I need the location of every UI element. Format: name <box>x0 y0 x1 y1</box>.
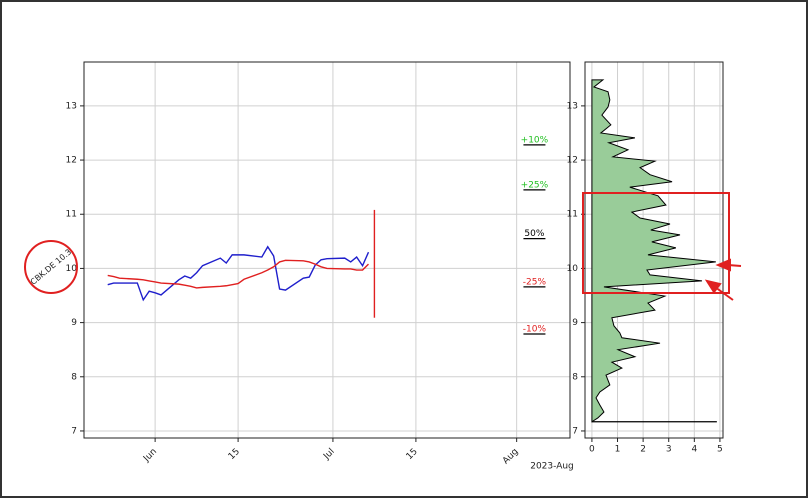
x-offset-label: 2023-Aug <box>530 462 574 472</box>
y-tick-label: 13 <box>567 101 578 111</box>
y-tick-label: 9 <box>71 318 77 328</box>
arrow <box>704 258 742 301</box>
y-tick-label: 10 <box>567 264 579 274</box>
level-label: -10% <box>523 324 547 334</box>
x-tick-label: 2 <box>640 445 646 455</box>
y-tick-label: 7 <box>71 426 77 436</box>
y-tick-label: 12 <box>66 156 77 166</box>
x-tick-label: 4 <box>691 445 697 455</box>
x-tick-label: 3 <box>666 445 672 455</box>
line <box>107 259 369 289</box>
level-label: 50% <box>524 229 544 239</box>
level-label: +25% <box>521 180 549 190</box>
profile-area <box>591 79 716 423</box>
y-tick-label: 8 <box>572 372 578 382</box>
level-label: -25% <box>523 277 547 287</box>
annotation-circle <box>24 240 78 294</box>
y-tick-label: 12 <box>567 156 578 166</box>
x-tick-label: 1 <box>615 445 621 455</box>
y-tick-label: 8 <box>71 372 77 382</box>
y-tick-label: 10 <box>66 264 78 274</box>
y-tick-label: 9 <box>572 318 578 328</box>
level-label: +10% <box>521 135 549 145</box>
y-tick-label: 11 <box>66 210 77 220</box>
line <box>107 245 370 302</box>
y-tick-label: 11 <box>567 210 578 220</box>
plot-frame <box>83 61 571 439</box>
plot-frame <box>584 61 724 439</box>
x-tick-label: 5 <box>717 445 723 455</box>
x-tick-label: 0 <box>589 445 595 455</box>
y-tick-label: 13 <box>66 101 77 111</box>
y-tick-label: 7 <box>572 426 578 436</box>
highlight-box <box>582 192 730 294</box>
